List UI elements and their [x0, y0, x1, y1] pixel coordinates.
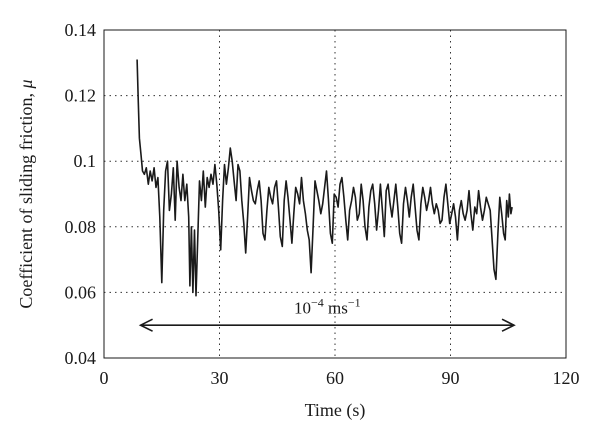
speed-annotation: 10−4 ms−1 — [138, 296, 516, 332]
plot-area-frame — [103, 29, 567, 359]
gridlines — [104, 30, 566, 358]
friction-series-line — [136, 59, 513, 297]
y-axis-title: Coefficient of sliding friction, μ — [16, 79, 36, 308]
arrow-head-left — [138, 318, 153, 332]
y-axis-title-text: Coefficient of sliding friction, — [16, 88, 36, 308]
x-tick-label: 120 — [553, 368, 580, 388]
speed-label: 10−4 ms−1 — [294, 296, 361, 318]
y-tick-label: 0.14 — [65, 20, 97, 40]
y-tick-label: 0.04 — [65, 348, 97, 368]
y-axis-ticks: 0.04 0.06 0.08 0.1 0.12 0.14 — [65, 20, 97, 368]
x-axis-ticks: 0 30 60 90 120 — [100, 368, 580, 388]
y-tick-label: 0.06 — [65, 282, 97, 302]
speed-label-exponent-2: −1 — [348, 296, 361, 310]
speed-label-unit: ms — [324, 299, 348, 318]
speed-label-base: 10 — [294, 299, 311, 318]
x-tick-label: 30 — [211, 368, 229, 388]
x-tick-label: 90 — [442, 368, 460, 388]
speed-label-exponent-1: −4 — [311, 296, 324, 310]
arrow-head-right — [501, 318, 516, 332]
x-tick-label: 0 — [100, 368, 109, 388]
y-tick-label: 0.12 — [65, 86, 97, 106]
x-axis-title: Time (s) — [305, 400, 366, 421]
y-tick-label: 0.1 — [74, 151, 97, 171]
x-tick-label: 60 — [326, 368, 344, 388]
y-axis-title-symbol: μ — [16, 79, 36, 89]
y-tick-label: 0.08 — [65, 217, 97, 237]
